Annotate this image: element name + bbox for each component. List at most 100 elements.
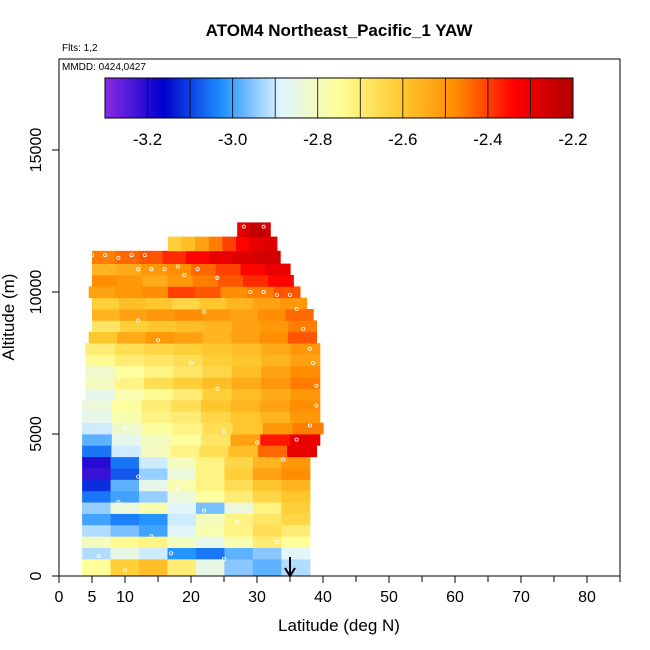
heat-cell — [195, 468, 226, 480]
observation-point — [103, 253, 108, 258]
heat-cell — [252, 536, 282, 548]
heat-cell — [224, 547, 254, 560]
heat-cell — [114, 354, 145, 367]
heat-cell — [252, 502, 282, 514]
x-tick-label: 80 — [578, 589, 596, 606]
heat-cell — [115, 286, 143, 299]
heat-cell — [174, 309, 204, 321]
observation-point — [281, 457, 286, 462]
heat-cell — [139, 502, 169, 514]
heat-cell — [92, 320, 121, 333]
heat-cell — [143, 343, 174, 355]
heat-cell — [279, 297, 308, 310]
heat-cell — [139, 250, 164, 264]
heat-cell — [281, 456, 311, 469]
heat-cell — [167, 513, 197, 526]
heat-cell — [166, 263, 192, 276]
heat-cell — [252, 558, 282, 576]
heat-cell — [290, 343, 321, 355]
heat-cell — [202, 422, 234, 435]
heat-cell — [82, 547, 112, 560]
observation-point — [195, 267, 200, 272]
heat-cell — [252, 468, 282, 480]
heat-cell — [145, 331, 175, 344]
heat-cell — [148, 320, 177, 333]
heat-cell — [82, 524, 112, 537]
heat-cell — [173, 343, 204, 355]
heat-cell — [199, 445, 230, 458]
heat-cell — [171, 434, 202, 446]
heat-cell — [222, 236, 237, 252]
heat-cell — [176, 320, 205, 333]
heat-cell — [120, 320, 149, 333]
observation-point — [175, 485, 180, 490]
heat-cell — [281, 547, 311, 560]
x-axis: 0 5 10 20 30 40 50 60 70 80 — [55, 576, 621, 606]
heat-cell — [85, 354, 116, 367]
observation-point — [149, 267, 154, 272]
heat-cell — [171, 411, 202, 424]
heat-cell — [266, 222, 271, 238]
heat-cell — [171, 399, 202, 412]
x-tick-label: 70 — [512, 589, 530, 606]
observation-point — [307, 423, 312, 428]
heat-cell — [111, 434, 143, 446]
heat-cell — [260, 399, 291, 412]
heat-cell — [285, 309, 314, 321]
heat-cell — [112, 422, 143, 435]
heat-cell — [167, 547, 197, 560]
heat-cell — [82, 558, 112, 576]
heat-cell — [290, 434, 321, 446]
heat-cell — [231, 354, 262, 367]
heat-cell — [290, 354, 321, 367]
x-tick-label: 5 — [88, 589, 97, 606]
observation-point — [221, 429, 226, 434]
observation-point — [294, 437, 299, 442]
heat-cell — [204, 320, 233, 333]
heat-cell — [82, 536, 112, 548]
observation-point — [261, 289, 266, 294]
heat-cell — [231, 331, 261, 344]
heat-cell — [195, 558, 226, 576]
heat-cell — [287, 445, 317, 458]
heat-cell — [82, 445, 112, 458]
heat-cell — [167, 236, 183, 252]
observation-point — [162, 267, 167, 272]
heat-cell — [261, 222, 267, 238]
colorbar-tick-label: -3.0 — [218, 130, 247, 149]
observation-point — [274, 292, 279, 297]
observation-point — [294, 307, 299, 312]
heat-cell — [88, 331, 118, 344]
observation-point — [90, 253, 95, 258]
heat-cell — [82, 468, 112, 480]
observation-point — [221, 556, 226, 561]
heat-cell — [191, 263, 217, 276]
heat-cell — [85, 388, 116, 401]
heat-cell — [288, 320, 317, 333]
heat-cell — [110, 479, 140, 492]
heat-cell — [199, 297, 227, 310]
heat-cell — [290, 377, 321, 389]
heat-cell — [92, 297, 120, 310]
heat-cell — [260, 434, 291, 446]
date-note: MMDD: 0424,0427 — [62, 62, 146, 73]
heat-cell — [231, 365, 262, 378]
colorbar-tick-label: -2.2 — [558, 130, 587, 149]
heat-cell — [92, 309, 121, 321]
heat-cell — [230, 411, 261, 424]
heat-cell — [167, 490, 197, 503]
heat-cell — [114, 343, 145, 355]
observation-point — [202, 508, 207, 513]
heat-cell — [114, 388, 145, 401]
observation-point — [182, 272, 187, 277]
heat-cell — [167, 536, 197, 548]
observation-point — [301, 326, 306, 331]
observation-point — [228, 230, 233, 235]
heat-cell — [281, 479, 311, 492]
marker-head — [284, 567, 296, 578]
heat-cell — [195, 456, 226, 469]
heat-cell — [119, 309, 148, 321]
heat-cell — [232, 320, 261, 333]
heat-cell — [195, 513, 226, 526]
y-tick-label: 5000 — [28, 416, 45, 452]
